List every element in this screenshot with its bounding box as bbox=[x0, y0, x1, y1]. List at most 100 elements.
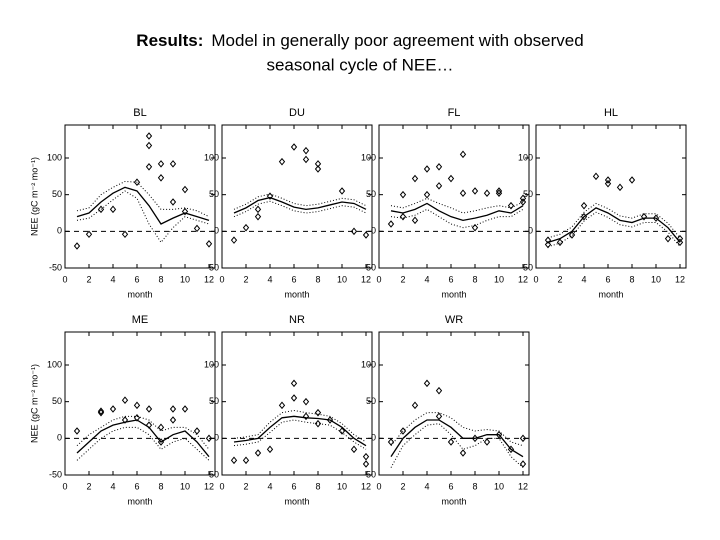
panel-title: BL bbox=[133, 107, 146, 119]
observation bbox=[495, 430, 503, 439]
x-tick-label: 0 bbox=[376, 274, 381, 284]
observation bbox=[399, 212, 407, 221]
x-tick-label: 2 bbox=[86, 274, 91, 284]
observation bbox=[423, 379, 431, 388]
observation bbox=[145, 421, 153, 429]
y-tick-label: 100 bbox=[361, 359, 376, 369]
y-tick-label: 0 bbox=[57, 226, 62, 236]
x-tick-label: 12 bbox=[361, 481, 371, 491]
observation bbox=[181, 405, 189, 413]
observation bbox=[604, 176, 612, 184]
observation bbox=[85, 230, 93, 239]
observation bbox=[495, 187, 503, 195]
observation bbox=[314, 160, 322, 168]
observation bbox=[447, 438, 455, 446]
x-tick-label: 0 bbox=[533, 274, 538, 284]
observation bbox=[640, 212, 648, 221]
observation bbox=[302, 146, 310, 155]
model-line bbox=[390, 412, 524, 447]
observation bbox=[471, 223, 479, 232]
panel-title: NR bbox=[289, 314, 305, 326]
x-tick-label: 10 bbox=[337, 481, 347, 491]
observation bbox=[193, 224, 201, 233]
y-tick-label: -50 bbox=[520, 262, 533, 272]
observation bbox=[278, 157, 286, 166]
observation bbox=[350, 445, 358, 454]
observation bbox=[362, 460, 370, 468]
x-tick-label: 10 bbox=[180, 274, 190, 284]
x-tick-label: 8 bbox=[472, 274, 477, 284]
model-line bbox=[390, 419, 524, 458]
observation bbox=[592, 172, 600, 181]
observation bbox=[73, 427, 81, 435]
y-tick-label: 0 bbox=[528, 226, 533, 236]
observation bbox=[205, 240, 213, 248]
observation bbox=[290, 143, 298, 151]
observation bbox=[145, 163, 153, 171]
observation bbox=[145, 141, 153, 150]
observation bbox=[519, 434, 527, 443]
observation bbox=[616, 183, 624, 192]
y-tick-label: 100 bbox=[47, 359, 62, 369]
y-tick-label: 50 bbox=[209, 396, 219, 406]
y-tick-label: 100 bbox=[204, 152, 219, 162]
observation bbox=[519, 194, 527, 203]
observation bbox=[145, 405, 153, 413]
x-tick-label: 0 bbox=[62, 274, 67, 284]
plot-frame bbox=[378, 124, 530, 269]
observation bbox=[387, 438, 395, 446]
observation bbox=[435, 412, 443, 421]
y-tick-label: -50 bbox=[206, 262, 219, 272]
observation bbox=[411, 216, 419, 225]
y-axis-label: NEE (gC m⁻² mo⁻¹) bbox=[29, 157, 39, 236]
observation bbox=[145, 132, 153, 140]
observation bbox=[133, 414, 141, 422]
title-text: Model in generally poor agreement with o… bbox=[211, 31, 583, 50]
observation bbox=[169, 198, 177, 206]
observation bbox=[459, 150, 467, 159]
observation bbox=[387, 220, 395, 228]
x-tick-label: 10 bbox=[337, 274, 347, 284]
title-bold: Results: bbox=[136, 31, 203, 50]
model-line bbox=[390, 423, 524, 469]
observation bbox=[604, 179, 612, 188]
x-tick-label: 4 bbox=[424, 481, 429, 491]
x-axis-label: month bbox=[598, 289, 623, 299]
observation bbox=[556, 238, 564, 247]
observation bbox=[169, 160, 177, 168]
y-tick-label: 50 bbox=[366, 396, 376, 406]
observation bbox=[580, 212, 588, 221]
x-tick-label: 2 bbox=[243, 481, 248, 491]
model-line bbox=[76, 180, 210, 218]
observation bbox=[471, 434, 479, 443]
y-tick-label: 0 bbox=[214, 433, 219, 443]
x-tick-label: 10 bbox=[494, 274, 504, 284]
observation bbox=[362, 231, 370, 239]
observation bbox=[193, 427, 201, 435]
slide-title: Results: Model in generally poor agreemen… bbox=[136, 31, 583, 50]
x-tick-label: 6 bbox=[134, 274, 139, 284]
x-tick-label: 0 bbox=[62, 481, 67, 491]
observation bbox=[302, 412, 310, 421]
observation bbox=[459, 189, 467, 197]
plot-frame bbox=[535, 124, 687, 269]
observation bbox=[157, 160, 165, 168]
observation bbox=[109, 405, 117, 413]
observation bbox=[314, 408, 322, 417]
x-tick-label: 0 bbox=[219, 481, 224, 491]
y-tick-label: 50 bbox=[52, 189, 62, 199]
x-axis-label: month bbox=[441, 496, 466, 506]
observation bbox=[676, 234, 684, 243]
y-tick-label: 100 bbox=[361, 152, 376, 162]
x-tick-label: 2 bbox=[557, 274, 562, 284]
x-axis-label: month bbox=[284, 496, 309, 506]
x-axis-label: month bbox=[127, 289, 152, 299]
observation bbox=[544, 236, 552, 244]
y-tick-label: 50 bbox=[209, 189, 219, 199]
slide-title-line: seasonal cycle of NEE… bbox=[266, 55, 453, 74]
x-tick-label: 4 bbox=[267, 481, 272, 491]
observation bbox=[580, 201, 588, 210]
x-tick-label: 12 bbox=[675, 274, 685, 284]
x-tick-label: 6 bbox=[448, 481, 453, 491]
observation bbox=[435, 163, 443, 171]
